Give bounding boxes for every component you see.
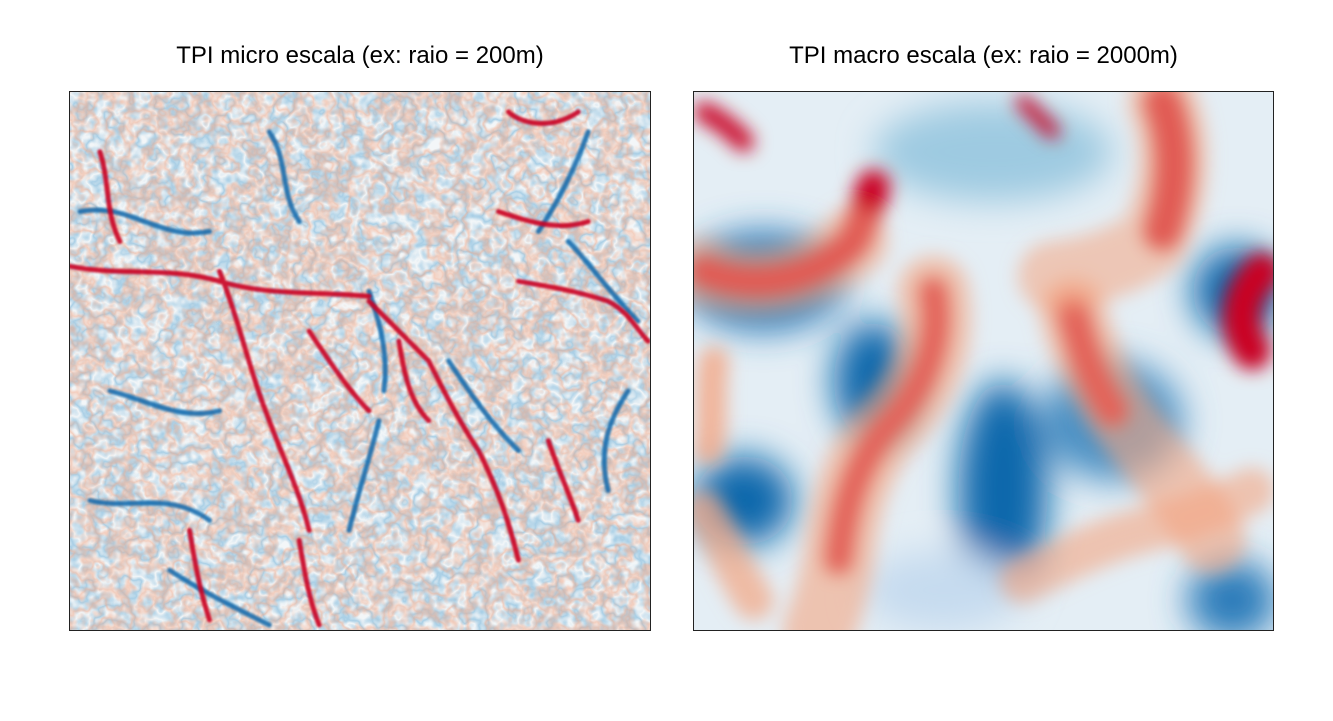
macro-high-areas [694, 92, 1273, 630]
micro-ridges [70, 109, 650, 628]
panel-title-macro: TPI macro escala (ex: raio = 2000m) [789, 42, 1178, 69]
micro-texture-high [70, 92, 650, 630]
panel-title-micro: TPI micro escala (ex: raio = 200m) [176, 42, 544, 69]
tpi-micro-map [69, 91, 651, 631]
tpi-macro-raster [694, 92, 1273, 630]
tpi-micro-raster [70, 92, 650, 630]
tpi-macro-map [693, 91, 1274, 631]
